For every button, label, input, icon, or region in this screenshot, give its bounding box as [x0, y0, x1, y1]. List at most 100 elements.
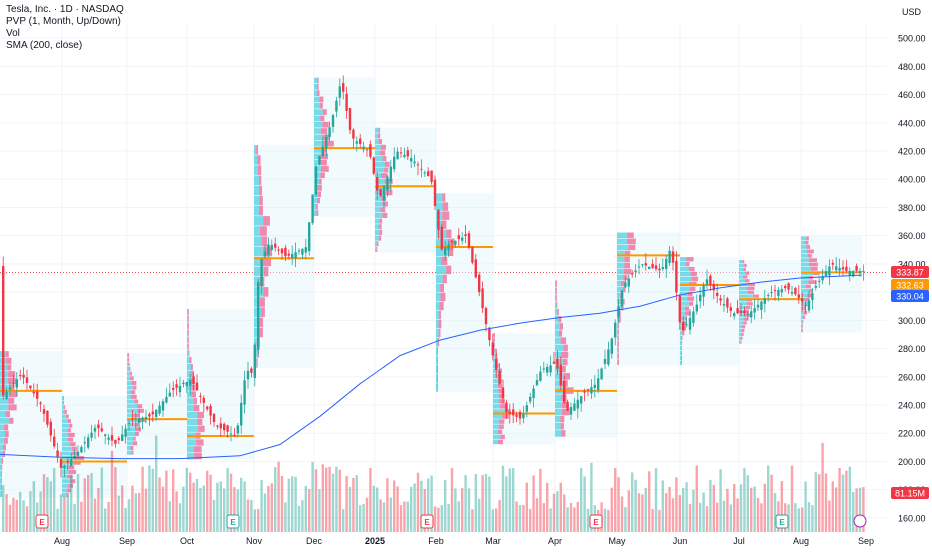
profile-bar-up — [127, 441, 133, 446]
volume-bar — [736, 498, 739, 532]
profile-bar-down — [809, 288, 814, 293]
chart-title[interactable]: Tesla, Inc. · 1D · NASDAQ — [6, 4, 124, 15]
candle-body — [590, 387, 593, 394]
volume-bar — [199, 487, 202, 532]
volume-bar — [389, 497, 392, 532]
profile-bar-down — [190, 363, 193, 371]
candle-body — [182, 382, 185, 385]
volume-bar — [733, 483, 736, 532]
profile-bar-up — [254, 165, 258, 175]
volume-bar — [314, 469, 318, 532]
profile-bar-down — [618, 323, 620, 329]
candle-body — [807, 300, 811, 311]
profile-bar-down — [504, 409, 511, 414]
profile-bar-down — [130, 390, 136, 395]
profile-bar-up — [375, 218, 380, 224]
profile-bar-up — [801, 240, 806, 245]
profile-bar-down — [561, 430, 566, 437]
profile-bar-down — [688, 266, 695, 272]
candle-body — [165, 396, 168, 403]
profile-bar-up — [127, 422, 135, 427]
profile-bar-up — [555, 330, 559, 337]
profile-bar-up — [375, 201, 383, 207]
profile-bar-down — [627, 232, 634, 238]
legend-pvp[interactable]: PVP (1, Month, Up/Down) — [6, 16, 121, 27]
profile-bar-up — [555, 358, 563, 366]
candle-body — [117, 438, 120, 441]
volume-bar — [70, 475, 73, 532]
volume-bar — [219, 481, 222, 532]
volume-bar — [685, 482, 688, 532]
profile-bar-up — [0, 477, 2, 484]
candle-body — [379, 189, 382, 197]
volume-bar — [658, 509, 661, 532]
volume-bar — [263, 493, 267, 532]
profile-bar-down — [263, 287, 269, 297]
profile-bar-down — [382, 201, 388, 207]
profile-bar-down — [438, 319, 442, 329]
volume-bar — [454, 488, 457, 532]
profile-bar-up — [187, 343, 189, 350]
profile-bar-up — [739, 325, 743, 329]
profile-bar-down — [257, 155, 261, 165]
profile-bar-up — [127, 371, 130, 376]
volume-bar — [76, 474, 80, 532]
candle-body — [246, 370, 250, 380]
legend-vol[interactable]: Vol — [6, 28, 20, 39]
profile-bar-down — [680, 360, 682, 365]
profile-bar-up — [254, 175, 259, 186]
profile-bar-up — [801, 245, 807, 249]
profile-bar-down — [386, 190, 393, 196]
price-axis[interactable]: 500.00 480.00 460.00 440.00 420.00 400.00 380.… — [891, 7, 929, 523]
candle-body — [382, 186, 386, 201]
profile-bar-down — [133, 385, 137, 390]
candle-body — [189, 380, 192, 386]
volume-bar — [32, 481, 35, 532]
volume-bar — [144, 488, 148, 532]
profile-bar-down — [1, 484, 2, 491]
candle-body — [97, 424, 100, 429]
profile-bar-up — [187, 350, 189, 357]
profile-bar-up — [801, 310, 804, 315]
profile-bar-up — [680, 321, 684, 326]
profile-bar-up — [375, 235, 379, 241]
profile-bar-up — [436, 202, 443, 211]
profile-bar-down — [494, 343, 495, 348]
profile-bar-up — [739, 279, 746, 283]
candle-body — [457, 235, 460, 240]
legend-sma[interactable]: SMA (200, close) — [6, 40, 83, 51]
volume-badge — [891, 487, 929, 499]
volume-bar — [675, 477, 678, 532]
volume-bar — [427, 478, 430, 532]
profile-bar-up — [436, 356, 438, 365]
profile-bar-up — [493, 333, 495, 338]
profile-bar-down — [5, 411, 10, 418]
candle-body — [790, 291, 794, 294]
candle-body — [158, 405, 161, 414]
volume-bar — [338, 469, 341, 532]
profile-bar-up — [187, 315, 189, 323]
candle-body — [467, 233, 471, 248]
profile-bar-down — [318, 191, 321, 198]
earnings-marker-label: E — [593, 518, 599, 527]
candle-body — [250, 368, 253, 373]
profile-bar-up — [436, 374, 437, 383]
candle-body — [668, 250, 671, 264]
time-axis[interactable]: Aug Sep Oct Nov Dec 2025 Feb Mar Apr May Jun Jul Aug… — [54, 536, 874, 546]
profile-bar-up — [801, 293, 807, 298]
profile-bar-down — [628, 244, 636, 251]
candle-body — [291, 253, 294, 258]
candle-body — [495, 358, 498, 370]
candle-body — [131, 418, 134, 420]
profile-bar-down — [802, 328, 803, 333]
candle-body — [56, 450, 59, 458]
profile-bar-down — [133, 436, 136, 441]
candle-body — [780, 289, 783, 293]
profile-bar-down — [320, 102, 323, 109]
profile-bar-up — [62, 442, 70, 447]
profile-bar-up — [739, 271, 746, 275]
profile-bar-up — [0, 471, 2, 478]
volume-bar — [739, 484, 743, 532]
profile-bar-up — [375, 195, 382, 201]
